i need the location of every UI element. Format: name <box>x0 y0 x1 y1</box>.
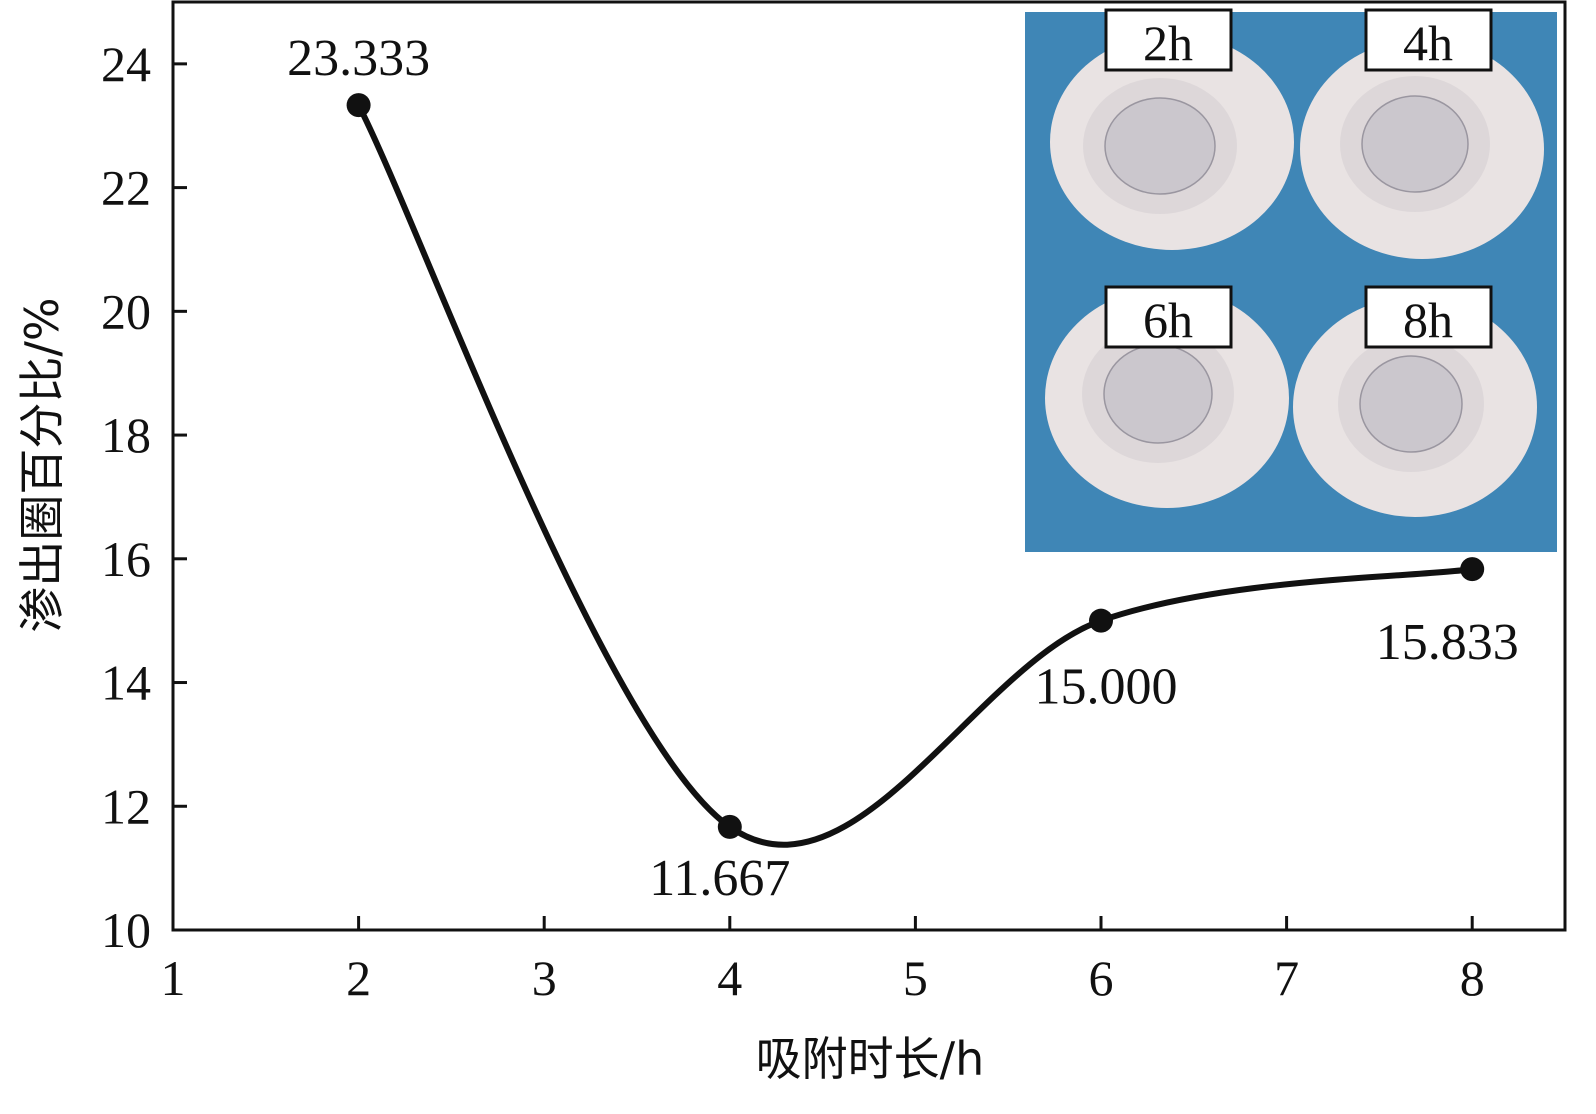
sample-spot <box>1103 344 1213 444</box>
x-tick-label: 5 <box>903 950 928 1006</box>
y-tick-label: 22 <box>101 160 151 216</box>
y-tick-label: 14 <box>101 655 151 711</box>
y-tick-label: 24 <box>101 36 151 92</box>
data-label: 15.000 <box>1035 659 1178 716</box>
panel-label-box <box>1364 285 1493 349</box>
panel-label: 8h <box>1403 292 1453 348</box>
x-tick-label: 8 <box>1460 950 1485 1006</box>
plot-frame <box>171 0 1567 932</box>
data-point <box>346 93 371 118</box>
sample-spot <box>1359 355 1463 453</box>
series-line <box>355 103 1473 848</box>
data-markers: 23.333 11.667 15.000 15.833 <box>287 30 1519 907</box>
x-tick-label: 4 <box>717 950 742 1006</box>
data-point <box>1089 608 1113 633</box>
data-point <box>1460 557 1485 582</box>
sample-spot <box>1104 97 1216 195</box>
panel-label-box <box>1104 8 1233 72</box>
y-tick-label: 20 <box>101 283 151 339</box>
x-tick-label: 2 <box>346 950 371 1006</box>
panel-label-box <box>1364 8 1493 72</box>
data-label: 23.333 <box>287 30 430 87</box>
y-tick-label: 10 <box>101 902 151 958</box>
y-tick-label: 18 <box>101 407 151 463</box>
y-axis-title: 渗出圈百分比/% <box>15 297 69 632</box>
y-tick-label: 16 <box>101 531 151 587</box>
y-tick-label: 12 <box>101 778 151 834</box>
panel-label-box <box>1104 285 1233 349</box>
panel-label: 4h <box>1403 15 1453 71</box>
sample-spot <box>1361 95 1469 193</box>
data-label: 15.833 <box>1376 614 1519 671</box>
x-axis-title: 吸附时长/h <box>756 1032 985 1086</box>
panel-label: 2h <box>1143 15 1193 71</box>
panel-label: 6h <box>1143 292 1193 348</box>
data-label: 11.667 <box>649 850 790 907</box>
data-point <box>717 814 742 839</box>
x-tick-label: 1 <box>161 950 186 1006</box>
x-tick-label: 6 <box>1089 950 1114 1006</box>
x-tick-label: 7 <box>1274 950 1299 1006</box>
x-tick-label: 3 <box>532 950 557 1006</box>
inset-photo: 2h 4h 6h 8h <box>1025 8 1557 552</box>
